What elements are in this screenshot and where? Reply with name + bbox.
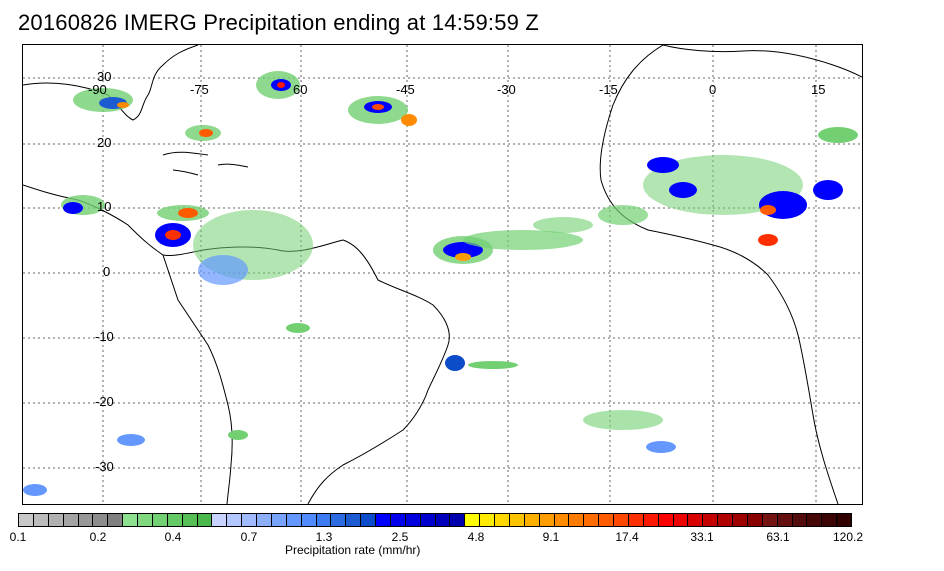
colorbar-cell xyxy=(747,514,763,526)
colorbar-cell xyxy=(242,514,257,526)
colorbar-tick: 2.5 xyxy=(391,530,409,544)
page-title: 20160826 IMERG Precipitation ending at 1… xyxy=(18,10,540,35)
lat-label: -30 xyxy=(95,459,114,474)
lat-label: 10 xyxy=(97,199,112,214)
colorbar-cell xyxy=(554,514,570,526)
colorbar-cell xyxy=(420,514,436,526)
lon-label: 15 xyxy=(811,82,826,97)
colorbar-tick: 0.1 xyxy=(9,530,27,544)
colorbar-cell xyxy=(227,514,243,526)
colorbar-cell xyxy=(569,514,585,526)
colorbar-tick: 33.1 xyxy=(690,530,714,544)
colorbar-tick: 1.3 xyxy=(315,530,333,544)
colorbar-cell xyxy=(733,514,748,526)
colorbar-cell xyxy=(93,514,109,526)
colorbar-tick: 63.1 xyxy=(766,530,790,544)
colorbar-cell xyxy=(19,514,34,526)
colorbar-cell xyxy=(703,514,719,526)
colorbar-cell xyxy=(599,514,614,526)
colorbar-cell xyxy=(584,514,600,526)
colorbar xyxy=(18,513,852,527)
colorbar-cell xyxy=(718,514,733,526)
map-canvas xyxy=(23,45,862,504)
colorbar-cell xyxy=(33,514,49,526)
lon-label: 0 xyxy=(709,82,717,97)
colorbar-cell xyxy=(465,514,481,526)
precipitation-cells xyxy=(23,71,858,496)
colorbar-cell xyxy=(822,514,838,526)
colorbar-cell xyxy=(807,514,823,526)
colorbar-title: Precipitation rate (mm/hr) xyxy=(285,543,421,557)
colorbar-cell xyxy=(495,514,510,526)
colorbar-cell xyxy=(286,514,302,526)
colorbar-cell xyxy=(792,514,808,526)
colorbar-cell xyxy=(643,514,659,526)
colorbar-cell xyxy=(152,514,168,526)
colorbar-tick: 9.1 xyxy=(542,530,560,544)
colorbar-cell xyxy=(390,514,406,526)
colorbar-cell xyxy=(777,514,793,526)
colorbar-tick: 0.4 xyxy=(164,530,182,544)
lon-label: -15 xyxy=(599,82,618,97)
colorbar-cell xyxy=(167,514,183,526)
colorbar-cell xyxy=(673,514,689,526)
colorbar-tick: 17.4 xyxy=(615,530,639,544)
colorbar-cell xyxy=(108,514,124,526)
colorbar-cell xyxy=(361,514,376,526)
gridlines xyxy=(23,45,862,504)
colorbar-cell xyxy=(316,514,332,526)
lon-label: -90 xyxy=(88,82,107,97)
colorbar-cell xyxy=(762,514,778,526)
coastlines xyxy=(23,45,862,504)
colorbar-cell xyxy=(48,514,64,526)
lon-label: -30 xyxy=(497,82,516,97)
colorbar-cell xyxy=(480,514,495,526)
colorbar-cell xyxy=(271,514,287,526)
lon-label: -45 xyxy=(396,82,415,97)
colorbar-cell xyxy=(524,514,540,526)
colorbar-tick: 120.2 xyxy=(832,530,864,544)
colorbar-cell xyxy=(63,514,79,526)
colorbar-cell xyxy=(197,514,213,526)
colorbar-cell xyxy=(301,514,317,526)
colorbar-cell xyxy=(435,514,451,526)
colorbar-cell xyxy=(331,514,347,526)
colorbar-cell xyxy=(658,514,674,526)
lat-label: 20 xyxy=(97,135,112,150)
colorbar-tick: 4.8 xyxy=(467,530,485,544)
precipitation-map: -90 -75 60 -45 -30 -15 0 15 30 20 10 0 -… xyxy=(22,44,863,505)
lat-label: -20 xyxy=(95,394,114,409)
lat-label: 30 xyxy=(97,69,112,84)
colorbar-cell xyxy=(628,514,644,526)
colorbar-cell xyxy=(376,514,391,526)
lon-label: 60 xyxy=(293,82,308,97)
colorbar-cell xyxy=(78,514,94,526)
colorbar-cell xyxy=(405,514,421,526)
colorbar-cell xyxy=(539,514,555,526)
lon-label: -75 xyxy=(190,82,209,97)
colorbar-cell xyxy=(688,514,704,526)
colorbar-cell xyxy=(123,514,138,526)
lat-label: 0 xyxy=(103,264,111,279)
colorbar-cell xyxy=(509,514,525,526)
colorbar-cell xyxy=(138,514,153,526)
colorbar-cell xyxy=(257,514,272,526)
colorbar-tick: 0.7 xyxy=(240,530,258,544)
colorbar-cell xyxy=(837,514,851,526)
colorbar-tick: 0.2 xyxy=(89,530,107,544)
colorbar-cell xyxy=(346,514,362,526)
colorbar-cell xyxy=(450,514,466,526)
colorbar-cell xyxy=(614,514,629,526)
colorbar-cell xyxy=(182,514,198,526)
colorbar-cell xyxy=(212,514,228,526)
lat-label: -10 xyxy=(95,329,114,344)
